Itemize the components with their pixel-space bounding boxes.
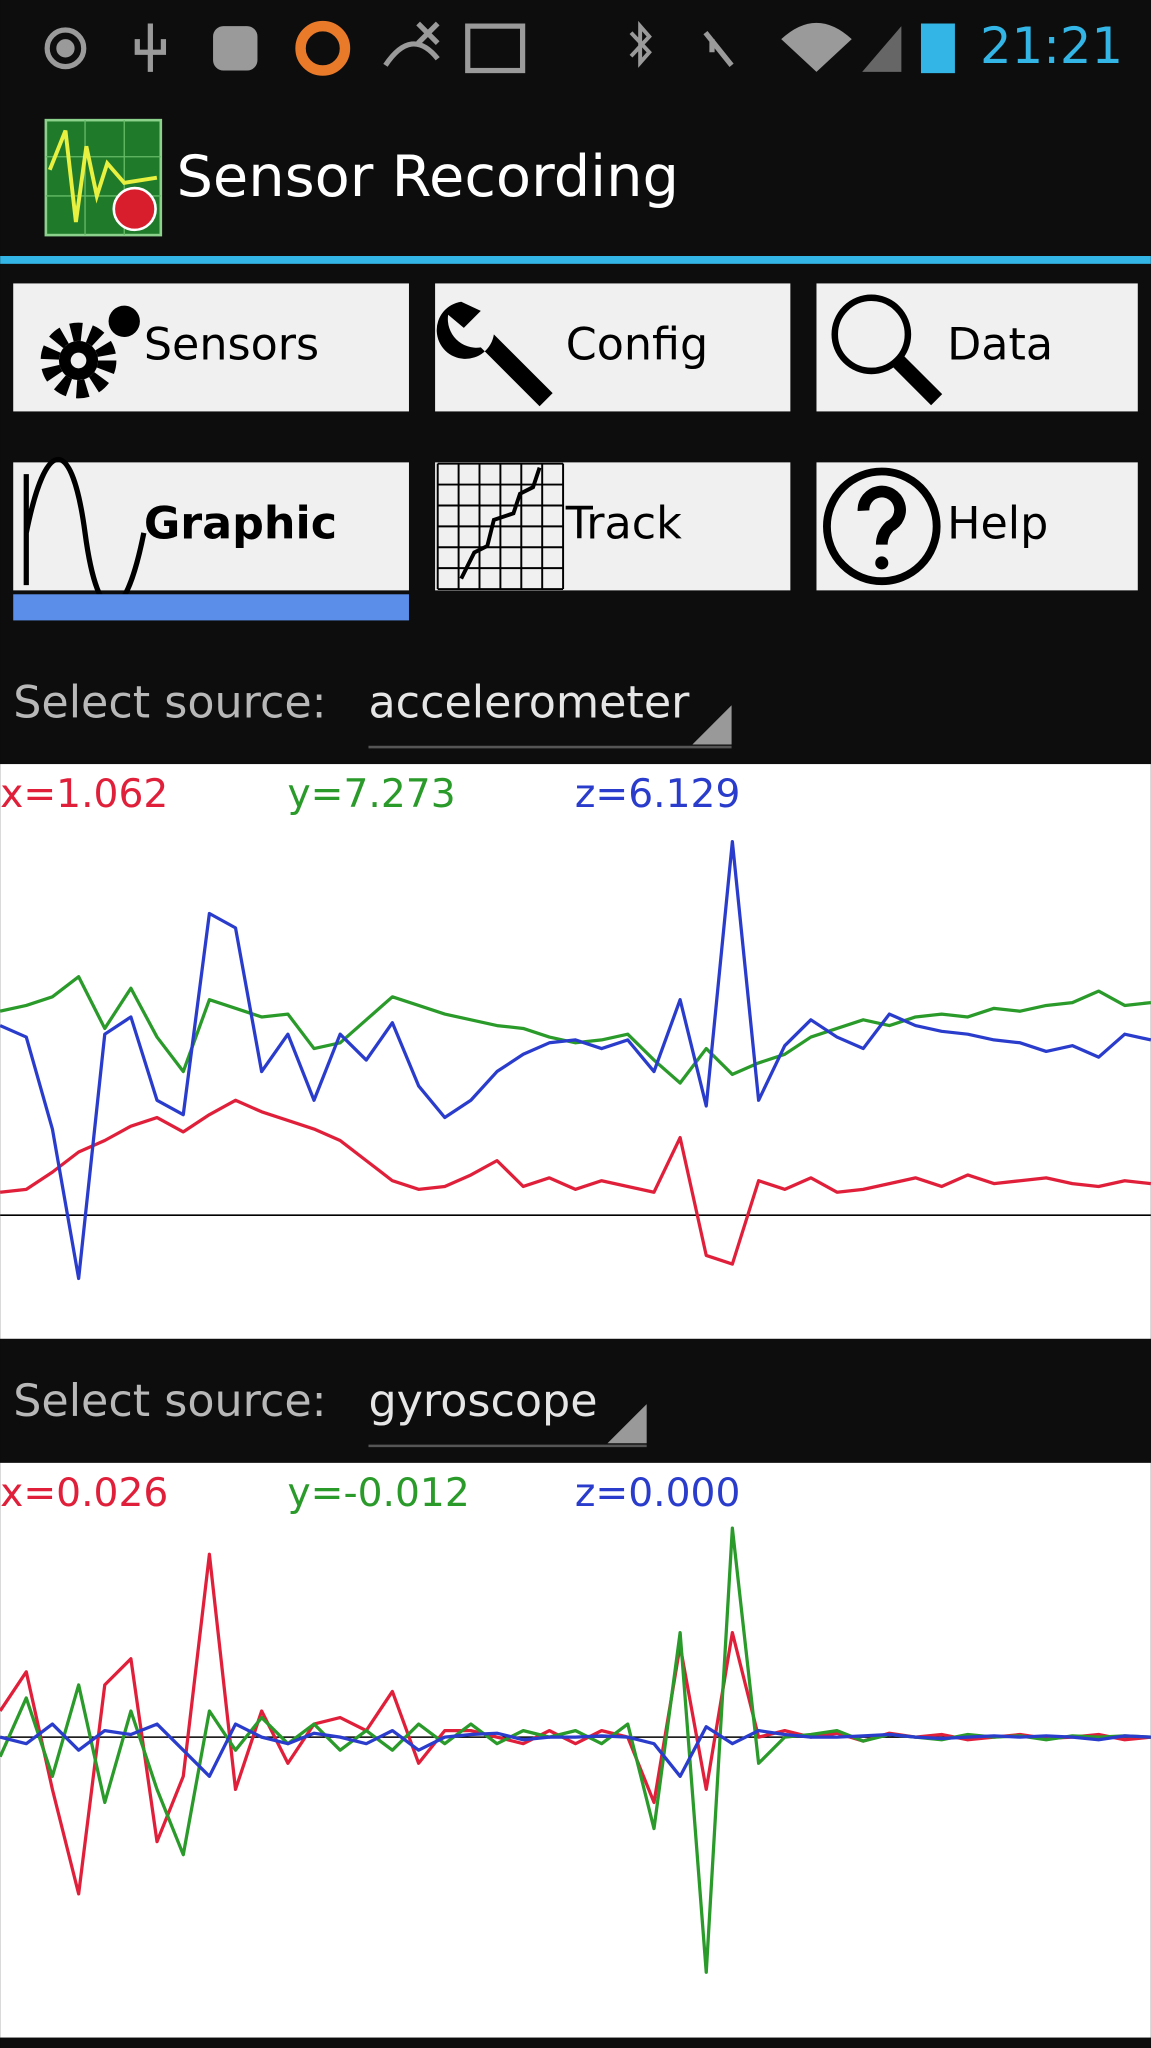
app-bar-divider bbox=[0, 256, 1151, 264]
icon-gear bbox=[70, 352, 87, 369]
readout: z=0.000 bbox=[575, 1471, 741, 1516]
button-label: Config bbox=[566, 319, 708, 370]
status-icons bbox=[44, 20, 955, 76]
selected-indicator bbox=[13, 594, 409, 621]
icon-track bbox=[459, 466, 542, 580]
button-icon bbox=[40, 305, 140, 399]
app-icon bbox=[44, 118, 163, 237]
tab-button[interactable]: Config bbox=[435, 283, 791, 412]
tab-button[interactable]: Sensors bbox=[13, 283, 409, 412]
icon-gear bbox=[108, 305, 140, 337]
button-face bbox=[816, 283, 1138, 412]
app-title: Sensor Recording bbox=[176, 143, 679, 210]
readout: x=0.026 bbox=[0, 1471, 168, 1516]
icon-gear bbox=[40, 322, 117, 399]
source-value: gyroscope bbox=[368, 1376, 597, 1427]
tab-button[interactable]: Help bbox=[816, 462, 1138, 591]
source-prompt: Select source: bbox=[13, 677, 326, 728]
button-icon bbox=[436, 462, 565, 591]
signal-line bbox=[0, 1722, 1151, 1778]
button-icon bbox=[823, 467, 941, 586]
source-spinner[interactable]: Select source: accelerometer bbox=[13, 677, 732, 749]
plots: Select source: accelerometer x=1.062 y=7.27… bbox=[0, 677, 1151, 2038]
icon-help bbox=[875, 556, 889, 570]
source-spinner[interactable]: Select source: gyroscope bbox=[13, 1376, 647, 1448]
button-label: Data bbox=[947, 319, 1053, 370]
icon-magnifier bbox=[831, 294, 912, 375]
icon-help bbox=[823, 467, 941, 586]
source-value: accelerometer bbox=[368, 677, 690, 728]
sensor-panel: Select source: gyroscope x=0.026 y=-0.012 z=… bbox=[0, 1376, 1151, 2038]
button-icon bbox=[831, 294, 943, 406]
icon-wrench bbox=[436, 301, 553, 407]
readout: y=-0.012 bbox=[287, 1471, 469, 1516]
clock: 21:21 bbox=[980, 17, 1123, 75]
button-grid: Sensors Config Data Graphic Track Help bbox=[13, 283, 1138, 621]
readout: y=7.273 bbox=[287, 772, 455, 817]
button-face bbox=[13, 462, 409, 591]
button-label: Track bbox=[565, 498, 682, 549]
readout: z=6.129 bbox=[575, 772, 741, 817]
button-label: Sensors bbox=[144, 319, 319, 370]
button-icon bbox=[436, 301, 553, 407]
icon-help bbox=[857, 485, 906, 545]
button-face bbox=[816, 462, 1138, 591]
tab-button[interactable]: Track bbox=[435, 462, 791, 591]
readout: x=1.062 bbox=[0, 772, 168, 817]
plot-area bbox=[0, 764, 1151, 1339]
source-prompt: Select source: bbox=[13, 1376, 326, 1427]
signal-line bbox=[0, 1098, 1151, 1266]
button-label: Help bbox=[947, 498, 1048, 549]
icon-magnifier bbox=[891, 354, 943, 406]
tab-button[interactable]: Data bbox=[816, 283, 1138, 412]
signal-line bbox=[0, 840, 1151, 1281]
plot-area bbox=[0, 1462, 1151, 2038]
sensor-panel: Select source: accelerometer x=1.062 y=7.27… bbox=[0, 677, 1151, 1339]
button-label: Graphic bbox=[144, 498, 337, 549]
tab-button[interactable]: Graphic bbox=[13, 457, 409, 621]
